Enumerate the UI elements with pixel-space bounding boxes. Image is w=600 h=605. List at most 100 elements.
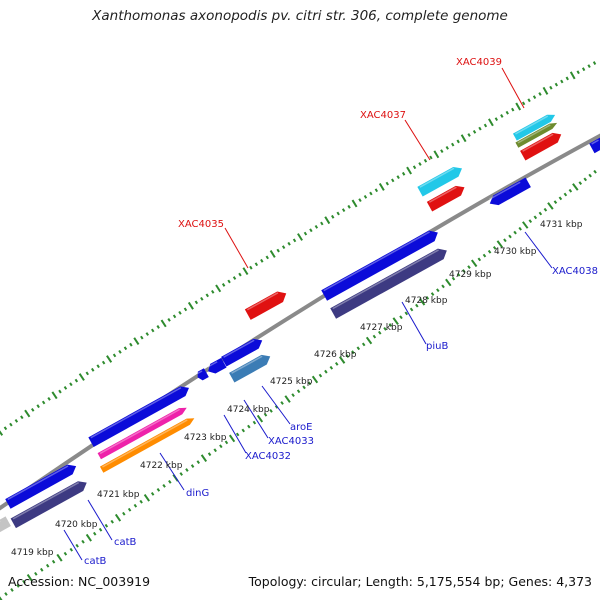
gene-label-aroE[interactable]: aroE <box>290 422 312 433</box>
tick-mark <box>518 226 522 231</box>
tick-mark <box>483 123 488 128</box>
tick-mark <box>200 296 204 301</box>
tick-mark <box>329 365 334 370</box>
axis-label-4724: 4724 kbp <box>227 405 270 415</box>
tick-mark <box>565 76 569 81</box>
tick-mark <box>249 265 253 270</box>
gene-label-XAC4033[interactable]: XAC4033 <box>268 436 314 447</box>
tick-mark <box>445 145 449 150</box>
tick-mark <box>303 231 308 236</box>
leader-XAC4038 <box>524 231 553 269</box>
feature-edge[interactable] <box>589 136 600 154</box>
feature-XAC4037[interactable] <box>417 164 464 197</box>
feature-gray[interactable] <box>0 516 11 540</box>
gene-label-piuB[interactable]: piuB <box>426 341 448 352</box>
tick-mark <box>36 404 40 409</box>
tick-mark <box>399 315 403 320</box>
tick-mark <box>347 204 351 209</box>
tick-mark <box>228 434 236 443</box>
tick-mark <box>560 79 564 84</box>
tick-mark <box>31 407 35 412</box>
tick-mark <box>69 547 74 552</box>
gene-label-catB-lower[interactable]: catB <box>84 556 107 567</box>
tick-mark <box>196 460 201 464</box>
tick-mark <box>521 101 526 106</box>
tick-mark <box>583 177 587 182</box>
feature-dinG[interactable] <box>88 383 191 447</box>
leader-aroE <box>261 385 291 425</box>
axis-label-4723: 4723 kbp <box>184 433 227 443</box>
feature-magenta[interactable] <box>97 405 189 460</box>
tick-mark <box>334 361 339 366</box>
tick-mark <box>75 543 79 548</box>
leader-XAC4039 <box>501 67 525 109</box>
gene-label-catB-upper[interactable]: catB <box>114 537 137 548</box>
tick-mark <box>168 480 172 484</box>
tick-mark <box>365 336 373 345</box>
tick-mark <box>104 523 109 528</box>
tick-mark <box>396 175 400 179</box>
feature-XAC4033[interactable] <box>205 357 227 376</box>
tick-mark <box>281 245 286 250</box>
gene-label-XAC4035[interactable]: XAC4035 <box>178 219 224 230</box>
tick-mark <box>260 258 264 263</box>
tick-mark <box>496 240 504 248</box>
axis-label-4727: 4727 kbp <box>360 323 403 333</box>
tick-mark <box>22 579 26 584</box>
feature-XAC4039-red[interactable] <box>520 130 564 161</box>
tick-mark <box>569 71 576 80</box>
feature-catB-reverse[interactable] <box>10 478 90 529</box>
gene-label-XAC4038[interactable]: XAC4038 <box>552 266 598 277</box>
leader-XAC4032 <box>223 414 247 454</box>
tick-mark <box>440 149 444 153</box>
feature-XAC4032[interactable] <box>195 368 209 382</box>
tick-mark <box>324 216 331 225</box>
feature-XAC4039-olive[interactable] <box>515 120 558 148</box>
tick-mark <box>242 267 249 276</box>
feature-XAC4035[interactable] <box>244 288 289 320</box>
tick-mark <box>51 391 58 400</box>
feature-aroE-forward[interactable] <box>221 336 265 367</box>
tick-mark <box>401 171 406 176</box>
tick-mark <box>221 283 226 287</box>
gene-label-XAC4037[interactable]: XAC4037 <box>360 110 406 121</box>
tick-mark <box>423 158 428 163</box>
feature-long-forward[interactable] <box>321 227 441 301</box>
gene-label-XAC4032[interactable]: XAC4032 <box>245 451 291 462</box>
tick-mark <box>543 207 548 212</box>
tick-mark <box>406 166 413 175</box>
outer-tick-ring <box>0 61 597 436</box>
tick-mark <box>418 162 422 166</box>
feature-orange[interactable] <box>99 415 196 473</box>
tick-mark <box>311 375 319 384</box>
leader-catB-lower <box>63 529 83 561</box>
feature-XAC4037-red[interactable] <box>426 182 467 212</box>
tick-mark <box>494 117 499 121</box>
feature-XAC4038[interactable] <box>487 177 531 209</box>
feature-catB[interactable] <box>5 461 79 509</box>
tick-mark <box>451 276 456 281</box>
tick-mark <box>247 424 251 429</box>
axis-label-4720: 4720 kbp <box>55 520 98 530</box>
feature-XAC4039-cyan[interactable] <box>512 111 557 141</box>
tick-mark <box>528 219 533 224</box>
tick-mark <box>324 369 328 374</box>
tick-mark <box>276 248 280 253</box>
tick-mark <box>522 221 529 229</box>
tick-mark <box>178 310 182 315</box>
feature-aroE[interactable] <box>229 352 273 383</box>
tick-mark <box>16 584 20 588</box>
tick-mark <box>118 349 122 354</box>
gene-label-XAC4039[interactable]: XAC4039 <box>456 57 502 68</box>
gene-label-dinG[interactable]: dinG <box>186 488 209 499</box>
tick-mark <box>302 385 306 390</box>
tick-mark <box>587 64 591 69</box>
tick-mark <box>9 422 13 427</box>
tick-mark <box>252 420 257 425</box>
feature-piuB[interactable] <box>330 245 450 319</box>
tick-mark <box>462 269 466 273</box>
tick-mark <box>274 405 279 409</box>
tick-mark <box>404 311 409 316</box>
tick-mark <box>256 414 264 423</box>
